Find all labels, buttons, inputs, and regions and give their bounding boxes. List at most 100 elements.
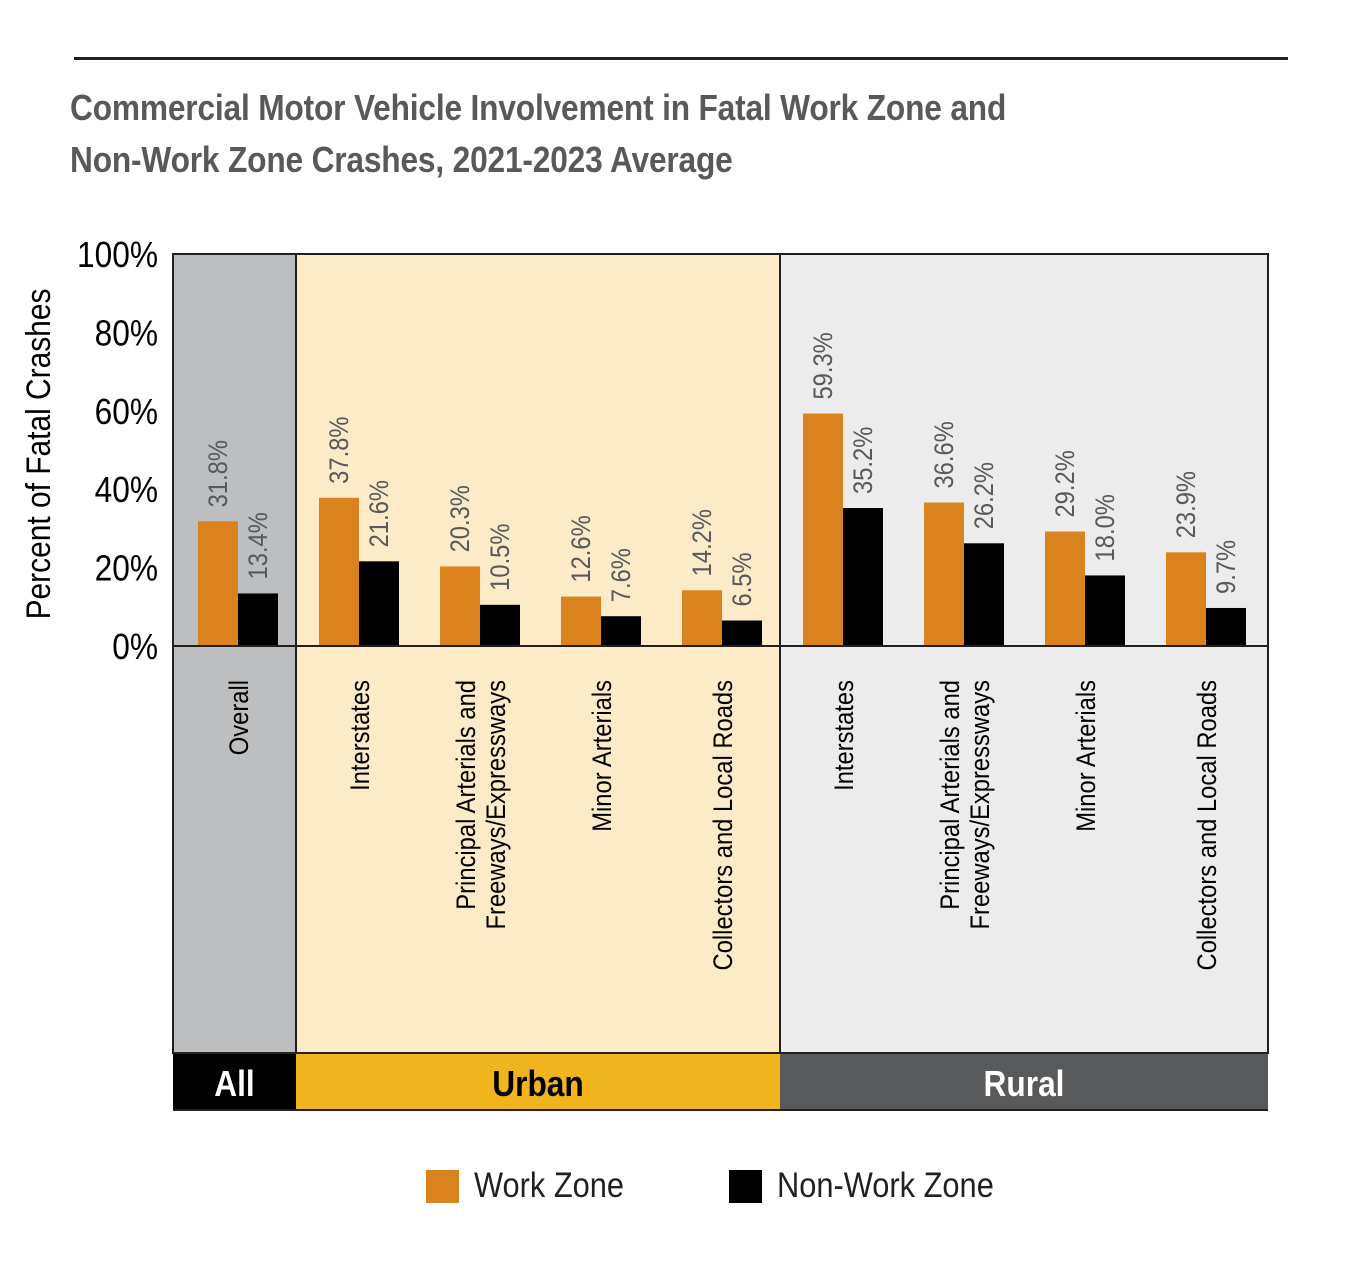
group-band-label-urban: Urban xyxy=(492,1064,583,1104)
bar-work-zone-9 xyxy=(1166,552,1206,646)
y-tick-label-5: 100% xyxy=(77,235,158,275)
bar-non-work-zone-5 xyxy=(722,620,762,646)
data-label-work-zone-4: 12.6% xyxy=(567,515,597,582)
group-bands: All Urban Rural xyxy=(173,1052,1268,1111)
category-label-4-1: Minor Arterials xyxy=(588,680,618,832)
data-label-group-work-zone-7: 36.6% xyxy=(930,421,960,488)
group-band-label-group-rural: Rural xyxy=(984,1064,1065,1104)
bar-work-zone-6 xyxy=(803,413,843,646)
data-label-work-zone-8: 29.2% xyxy=(1051,450,1081,517)
category-label-group-2-1: Interstates xyxy=(346,680,376,791)
group-band-all xyxy=(173,1053,296,1110)
category-label-group-7-2: Freeways/Expressways xyxy=(966,680,996,929)
panel-all xyxy=(173,254,296,1053)
data-label-work-zone-9: 23.9% xyxy=(1172,471,1202,538)
data-label-work-zone-2: 37.8% xyxy=(325,416,355,483)
group-band-urban xyxy=(296,1053,780,1110)
top-rule xyxy=(74,57,1288,60)
y-axis-title-group: Percent of Fatal Crashes xyxy=(19,289,57,620)
category-label-group-9-1: Collectors and Local Roads xyxy=(1193,680,1223,970)
group-band-label-group-all: All xyxy=(214,1064,254,1104)
data-label-group-non-work-zone-3: 10.5% xyxy=(486,523,516,590)
y-tick-group-2: 40% xyxy=(95,470,158,510)
data-label-group-work-zone-5: 14.2% xyxy=(688,509,718,576)
bar-work-zone-8 xyxy=(1045,531,1085,646)
bar-non-work-zone-8 xyxy=(1085,575,1125,646)
bar-non-work-zone-4 xyxy=(601,616,641,646)
y-tick-label-1: 20% xyxy=(95,549,158,589)
category-label-7-2: Freeways/Expressways xyxy=(966,680,996,929)
y-axis-title: Percent of Fatal Crashes xyxy=(19,289,57,620)
data-label-group-non-work-zone-4: 7.6% xyxy=(607,548,637,602)
legend-label-non-work-zone: Non-Work Zone xyxy=(777,1166,994,1205)
data-label-group-non-work-zone-1: 13.4% xyxy=(244,512,274,579)
bar-non-work-zone-2 xyxy=(359,561,399,646)
category-labels: Overall Interstates Principal Arterials an… xyxy=(225,680,1223,970)
panel-rural xyxy=(780,254,1268,1053)
bar-non-work-zone-9 xyxy=(1206,607,1246,646)
data-label-group-work-zone-1: 31.8% xyxy=(204,440,234,507)
data-label-non-work-zone-7: 26.2% xyxy=(970,462,1000,529)
y-tick-label-0: 0% xyxy=(112,627,158,667)
group-band-label-rural: Rural xyxy=(984,1064,1065,1104)
category-label-group-3-1: Principal Arterials and xyxy=(452,680,482,910)
data-label-group-non-work-zone-2: 21.6% xyxy=(365,480,395,547)
bar-non-work-zone-3 xyxy=(480,604,520,646)
data-label-group-work-zone-2: 37.8% xyxy=(325,416,355,483)
data-label-non-work-zone-3: 10.5% xyxy=(486,523,516,590)
y-tick-group-0: 0% xyxy=(112,627,158,667)
bar-work-zone-1 xyxy=(198,521,238,646)
group-band-label-all: All xyxy=(214,1064,254,1104)
bars xyxy=(198,413,1246,646)
bar-non-work-zone-7 xyxy=(964,543,1004,646)
category-label-8-1: Minor Arterials xyxy=(1072,680,1102,832)
category-label-group-7-1: Principal Arterials and xyxy=(936,680,966,910)
data-labels: 31.8% 13.4% 37.8% 21.6% 20.3% 10.5% 12.6% 7.6% 1… xyxy=(204,332,1242,606)
data-label-work-zone-5: 14.2% xyxy=(688,509,718,576)
category-label-group-3-2: Freeways/Expressways xyxy=(482,680,512,929)
data-label-work-zone-1: 31.8% xyxy=(204,440,234,507)
data-label-non-work-zone-6: 35.2% xyxy=(849,427,879,494)
bar-work-zone-4 xyxy=(561,596,601,646)
group-band-rural xyxy=(780,1053,1268,1110)
data-label-work-zone-6: 59.3% xyxy=(809,332,839,399)
bar-work-zone-7 xyxy=(924,502,964,646)
legend-label-work-zone: Work Zone xyxy=(474,1166,625,1205)
data-label-non-work-zone-1: 13.4% xyxy=(244,512,274,579)
legend-swatch-work-zone xyxy=(426,1169,459,1203)
y-tick-group-5: 100% xyxy=(77,235,158,275)
panel-urban xyxy=(296,254,780,1053)
data-label-group-non-work-zone-6: 35.2% xyxy=(849,427,879,494)
data-label-non-work-zone-5: 6.5% xyxy=(728,552,758,606)
data-label-group-non-work-zone-9: 9.7% xyxy=(1212,540,1242,594)
category-label-group-4-1: Minor Arterials xyxy=(588,680,618,832)
bar-work-zone-5 xyxy=(682,590,722,646)
data-label-non-work-zone-9: 9.7% xyxy=(1212,540,1242,594)
category-label-group-6-1: Interstates xyxy=(830,680,860,791)
category-label-1-1: Overall xyxy=(225,680,255,755)
y-tick-label-4: 80% xyxy=(95,314,158,354)
y-tick-label-3: 60% xyxy=(95,392,158,432)
data-label-group-work-zone-4: 12.6% xyxy=(567,515,597,582)
category-label-group-8-1: Minor Arterials xyxy=(1072,680,1102,832)
category-label-6-1: Interstates xyxy=(830,680,860,791)
chart-title-line-1: Commercial Motor Vehicle Involvement in … xyxy=(70,87,1007,128)
data-label-work-zone-7: 36.6% xyxy=(930,421,960,488)
bar-work-zone-3 xyxy=(440,566,480,646)
y-tick-group-1: 20% xyxy=(95,549,158,589)
bar-work-zone-2 xyxy=(319,497,359,646)
data-label-work-zone-3: 20.3% xyxy=(446,485,476,552)
category-label-2-1: Interstates xyxy=(346,680,376,791)
category-label-group-1-1: Overall xyxy=(225,680,255,755)
data-label-group-work-zone-3: 20.3% xyxy=(446,485,476,552)
legend-swatch-non-work-zone xyxy=(729,1169,762,1203)
data-label-group-work-zone-9: 23.9% xyxy=(1172,471,1202,538)
y-tick-label-2: 40% xyxy=(95,470,158,510)
data-label-non-work-zone-8: 18.0% xyxy=(1091,494,1121,561)
y-axis: 0% 20% 40% 60% 80% 100% Percent of Fatal Crash… xyxy=(19,235,1269,1054)
group-panels xyxy=(173,254,1268,1053)
chart-title: Commercial Motor Vehicle Involvement in … xyxy=(70,82,1126,186)
y-tick-group-3: 60% xyxy=(95,392,158,432)
category-label-3-2: Freeways/Expressways xyxy=(482,680,512,929)
